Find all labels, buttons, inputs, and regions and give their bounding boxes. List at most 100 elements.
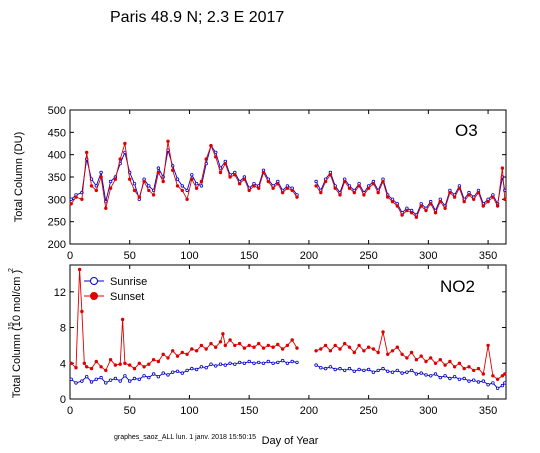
- o3-sunset-point: [276, 181, 280, 186]
- no2-sunrise-point: [199, 365, 204, 369]
- no2-sunrise-point: [443, 374, 447, 378]
- o3-sunset-point: [233, 173, 237, 177]
- o3-sunset-point: [452, 195, 457, 199]
- no2-sunrise-point: [161, 371, 165, 375]
- no2-x-tick-label: 300: [419, 405, 437, 417]
- o3-sunset-point: [280, 190, 285, 195]
- no2-sunrise-point: [381, 366, 385, 371]
- no2-legend: Sunrise Sunset: [84, 276, 147, 303]
- o3-sunrise-point: [199, 184, 204, 188]
- no2-sunset-point: [338, 347, 342, 351]
- o3-sunset-point: [357, 184, 361, 188]
- no2-sunset-point: [175, 354, 180, 358]
- o3-sunrise-point: [213, 150, 218, 155]
- no2-sunset-point: [252, 345, 256, 349]
- no2-sunset-point: [213, 345, 218, 349]
- no2-sunset-point: [319, 347, 323, 351]
- no2-sunrise-point: [209, 362, 213, 366]
- no2-sunrise-point: [400, 371, 404, 375]
- o3-panel-tag: O3: [455, 121, 478, 140]
- no2-sunset-point: [108, 358, 113, 362]
- o3-sunset-point: [151, 193, 156, 197]
- no2-sunrise-point: [185, 368, 189, 373]
- o3-y-tick-label: 300: [48, 194, 66, 206]
- no2-sunset-point: [419, 354, 423, 358]
- o3-sunset-point: [113, 177, 118, 181]
- o3-sunset-point: [333, 186, 337, 190]
- no2-sunset-point: [190, 347, 194, 351]
- no2-sunrise-point: [252, 361, 256, 365]
- o3-x-tick-label: 250: [359, 250, 377, 262]
- no2-sunrise-point: [352, 369, 356, 373]
- no2-sunrise-point: [414, 372, 419, 376]
- no2-sunset-point: [352, 350, 356, 355]
- o3-sunset-point: [213, 155, 218, 159]
- no2-sunrise-point: [500, 383, 505, 388]
- o3-sunset-point: [118, 157, 122, 161]
- o3-sunset-point: [261, 170, 266, 175]
- o3-x-tick-label: 200: [300, 250, 318, 262]
- no2-sunset-point: [137, 361, 141, 365]
- no2-panel: 0 50 100 150 200 250 300 350 0 4 8 12 NO2 Sunrise S…: [8, 264, 507, 447]
- no2-sunrise-point: [486, 383, 490, 387]
- no2-sunset-point: [314, 349, 318, 353]
- no2-sunrise-point: [228, 361, 232, 365]
- no2-sunset-point: [333, 343, 337, 348]
- o3-sunset-point: [132, 188, 137, 193]
- no2-sunset-point: [142, 365, 146, 369]
- no2-y-tick-label: 0: [60, 394, 66, 406]
- o3-sunset-point: [80, 197, 84, 201]
- no2-x-tick-label: 350: [479, 405, 497, 417]
- no2-sunset-point: [457, 361, 462, 365]
- no2-y-axis-title: Total Column (10 mol/cm ): [11, 270, 23, 398]
- o3-y-tick-label: 350: [48, 172, 66, 184]
- no2-sunset-point: [147, 362, 151, 366]
- no2-sunrise-point: [462, 376, 466, 381]
- o3-sunset-point: [376, 190, 380, 195]
- no2-sunrise-line: [315, 364, 506, 389]
- no2-sunrise-point: [438, 375, 442, 380]
- o3-sunrise-point: [108, 179, 113, 184]
- no2-y-tick-label: 8: [60, 323, 66, 335]
- o3-sunset-point: [457, 186, 462, 190]
- o3-sunset-point: [147, 188, 151, 193]
- no2-sunrise-point: [433, 372, 438, 376]
- no2-sunset-point: [503, 372, 507, 376]
- no2-sunset-point: [113, 363, 118, 367]
- o3-sunset-point: [94, 188, 98, 193]
- no2-sunrise-point: [290, 359, 294, 364]
- no2-sunset-point: [491, 374, 495, 378]
- o3-sunset-point: [491, 195, 495, 199]
- o3-sunset-point: [137, 195, 141, 199]
- no2-sunrise-point: [409, 368, 414, 373]
- no2-sunset-point: [170, 349, 175, 353]
- no2-x-tick-label: 50: [124, 405, 136, 417]
- no2-sunrise-point: [405, 370, 409, 374]
- no2-sunrise-point: [137, 377, 141, 381]
- no2-sunset-point: [376, 350, 380, 355]
- o3-sunset-point: [247, 188, 251, 193]
- no2-sunrise-point: [80, 379, 84, 383]
- o3-sunset-point: [104, 206, 108, 210]
- o3-y-axis-title: Total Column (DU): [13, 132, 25, 222]
- o3-sunset-point: [314, 184, 318, 188]
- no2-sunrise-point: [69, 377, 73, 381]
- no2-sunrise-point: [213, 364, 218, 368]
- no2-sunset-point: [80, 309, 84, 314]
- o3-sunset-point: [338, 193, 342, 197]
- no2-sunset-point: [443, 363, 447, 367]
- no2-sunset-point: [77, 267, 82, 272]
- o3-sunrise-point: [147, 184, 151, 188]
- no2-sunset-point: [261, 346, 266, 350]
- no2-sunrise-point: [108, 378, 113, 382]
- no2-sunrise-point: [223, 363, 227, 367]
- no2-sunrise-point: [448, 376, 452, 381]
- o3-sunset-point: [218, 170, 223, 175]
- no2-sunset-point: [381, 330, 385, 334]
- no2-x-tick-label: 150: [240, 405, 258, 417]
- no2-sunset-point: [295, 346, 299, 350]
- o3-sunset-point: [486, 199, 490, 204]
- o3-sunset-point: [386, 195, 390, 199]
- o3-sunset-point: [89, 184, 94, 188]
